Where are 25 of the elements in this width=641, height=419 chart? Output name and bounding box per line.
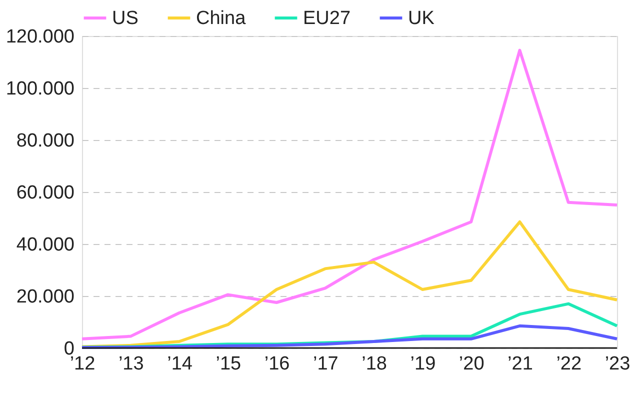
x-tick-label: ’20 xyxy=(458,354,484,374)
x-tick-label: ’16 xyxy=(264,354,290,374)
x-tick-label: ’18 xyxy=(362,354,387,374)
y-tick-label: 20.000 xyxy=(16,286,74,308)
x-tick-label: ’23 xyxy=(604,354,630,374)
y-tick-label: 40.000 xyxy=(16,234,74,256)
line-series xyxy=(80,220,618,348)
legend-label: EU27 xyxy=(303,8,351,29)
x-tick-label: ’13 xyxy=(118,354,144,374)
y-tick-label: 60.000 xyxy=(16,182,74,204)
x-tick-label: ’22 xyxy=(556,354,582,374)
x-tick-label: ’19 xyxy=(410,354,436,374)
line-series xyxy=(80,324,618,349)
x-tick-label: ’12 xyxy=(70,354,96,374)
x-tick-label: ’17 xyxy=(313,354,338,374)
x-tick-label: ’15 xyxy=(216,354,242,374)
x-tick-label: ’21 xyxy=(508,354,533,374)
y-tick-label: 80.000 xyxy=(16,130,74,152)
legend-label: UK xyxy=(408,8,435,29)
y-tick-label: 120.000 xyxy=(6,26,74,48)
x-tick-label: ’14 xyxy=(167,354,193,374)
legend-label: US xyxy=(112,8,138,29)
legend-label: China xyxy=(196,8,246,29)
line-series xyxy=(80,48,618,340)
y-tick-label: 100.000 xyxy=(6,78,74,100)
